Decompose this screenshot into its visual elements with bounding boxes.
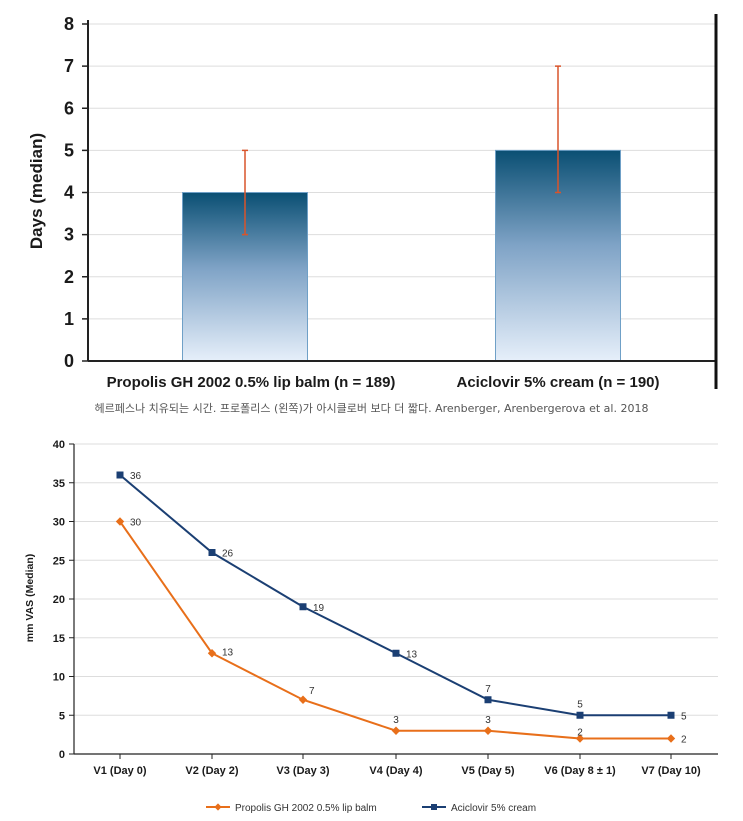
square-marker [208,549,216,556]
bar-chart: 0 1 2 3 4 5 6 7 8 Propolis GH 2002 0.5% lip balm… [27,14,718,391]
y-tick-label: 8 [64,14,74,34]
x-tick-label: V5 (Day 5) [461,765,515,777]
square-marker [431,804,437,810]
figure-caption: 헤르페스나 치유되는 시간. 프로폴리스 (왼쪽)가 아시클로버 보다 더 짧다… [94,402,649,415]
x-tick-label: Aciclovir 5% cream (n = 190) [456,374,659,391]
y-tick-label: 35 [53,478,65,490]
y-axis-label: mm VAS (Median) [24,554,36,642]
data-label: 30 [130,518,142,529]
y-tick-label: 7 [64,56,74,76]
y-tick-label: 0 [59,749,65,761]
x-tick-label: V7 (Day 10) [641,765,701,777]
y-tick-labels: 0 5 10 15 20 25 30 35 40 [53,439,65,761]
data-label: 26 [222,549,234,560]
diamond-marker [214,803,222,811]
data-label: 13 [222,647,234,658]
y-tick-label: 25 [53,555,65,567]
x-tick-label: V1 (Day 0) [93,765,147,777]
axes [82,14,718,389]
square-marker [667,711,675,719]
data-label: 2 [577,728,583,739]
data-label: 5 [577,699,583,710]
y-tick-label: 5 [59,710,65,722]
y-tick-labels: 0 1 2 3 4 5 6 7 8 [64,14,74,371]
line-chart: 30 13 7 3 3 2 2 36 26 19 13 7 5 5 0 5 10 15 20 25 30 35 40 V1… [24,439,718,814]
data-label: 3 [393,715,399,726]
square-marker [392,649,400,657]
series-line [119,520,671,740]
x-tick-label: Propolis GH 2002 0.5% lip balm (n = 189) [107,374,396,391]
x-tick-labels: Propolis GH 2002 0.5% lip balm (n = 189)… [107,374,660,391]
square-marker [484,696,492,704]
series-lines [119,474,671,740]
y-tick-label: 10 [53,672,65,684]
y-tick-label: 5 [64,140,74,160]
square-marker [576,711,584,719]
y-tick-label: 2 [64,267,74,287]
diamond-marker [207,649,217,658]
series-line [119,474,671,717]
axes [69,443,718,759]
data-label: 3 [485,715,491,726]
data-label: 7 [485,684,491,695]
diamond-marker [483,726,493,735]
diamond-marker [298,695,308,704]
diamond-marker [666,734,676,743]
y-axis-label: Days (median) [27,133,46,249]
y-tick-label: 30 [53,517,65,529]
data-label: 2 [681,735,687,746]
y-tick-label: 1 [64,309,74,329]
square-marker [116,471,124,479]
diamond-marker [575,734,585,743]
error-bars [242,65,561,236]
legend-label: Propolis GH 2002 0.5% lip balm [235,803,377,814]
x-tick-labels: V1 (Day 0) V2 (Day 2) V3 (Day 3) V4 (Day 4)… [93,765,701,777]
x-tick-label: V3 (Day 3) [276,765,330,777]
gridlines [74,443,718,716]
data-points [115,471,676,743]
data-label: 19 [313,603,325,614]
y-tick-label: 40 [53,439,65,451]
x-tick-label: V6 (Day 8 ± 1) [544,765,616,777]
diamond-marker [391,726,401,735]
y-tick-label: 6 [64,98,74,118]
bars [182,149,621,362]
data-label: 7 [309,686,315,697]
legend: Propolis GH 2002 0.5% lip balm Aciclovir … [206,803,536,814]
x-tick-label: V2 (Day 2) [185,765,239,777]
x-tick-label: V4 (Day 4) [369,765,423,777]
legend-label: Aciclovir 5% cream [451,803,536,814]
data-label: 36 [130,471,142,482]
y-tick-label: 20 [53,594,65,606]
y-tick-label: 3 [64,225,74,245]
y-tick-label: 0 [64,351,74,371]
y-tick-label: 15 [53,633,65,645]
square-marker [299,603,307,611]
data-label: 5 [681,711,687,722]
y-tick-label: 4 [64,183,74,203]
data-label: 13 [406,649,418,660]
diamond-marker [115,517,125,526]
data-labels: 30 13 7 3 3 2 2 36 26 19 13 7 5 5 [130,471,687,746]
